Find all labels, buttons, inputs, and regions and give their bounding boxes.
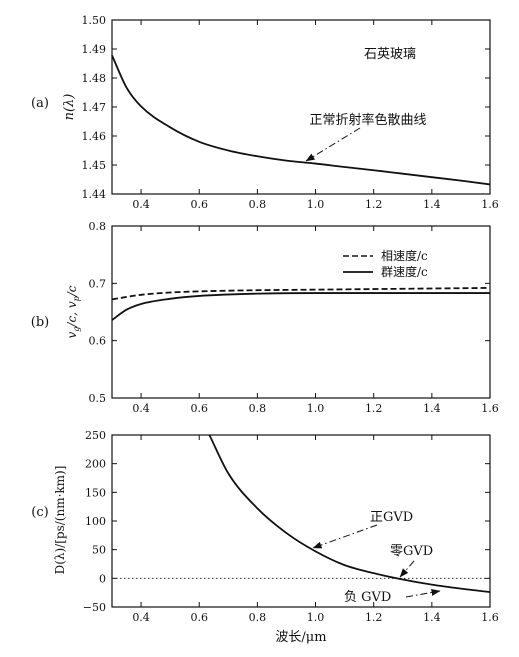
panel-a-x-tick-label: 0.8 [249,198,267,211]
panel-c-label: (c) [31,505,48,520]
panel-b-ylabel: vg/c, vp/c [65,285,81,338]
panel-c-x-tick-label: 0.6 [190,611,208,624]
panel-b-x-tick-label: 0.6 [190,402,208,415]
panel-b-series [111,287,491,321]
panel-b-legend: 相速度/c 群速度/c [343,248,428,279]
panel-b-x-tick-label: 1.6 [481,402,499,415]
panel-b-y-tick-labels: 0.5 0.6 0.7 0.8 [89,220,107,405]
panel-c-xlabel: 波长/μm [275,630,326,645]
panel-b-series-line-dashed [111,287,491,301]
annotation-negative-gvd-arrow [405,589,441,598]
panel-b-y-tick-label: 0.5 [89,392,107,405]
panel-a-y-tick-label: 1.48 [82,72,107,85]
panel-c-y-tick-labels: −50 0 50 100 150 200 250 [83,429,106,614]
panel-a-y-tick-label: 1.47 [82,101,107,114]
panel-c-x-tick-label: 1.0 [307,611,325,624]
panel-a-ticks [112,19,491,195]
panel-c-x-tick-label: 0.4 [132,611,150,624]
panel-b-x-tick-label: 0.4 [132,402,150,415]
panel-c-series-line [208,434,491,593]
panel-c-y-tick-label: 50 [92,544,106,557]
panel-a-x-tick-label: 0.6 [190,198,208,211]
panel-b-series-line [111,292,490,321]
panel-c-x-tick-label: 1.2 [365,611,383,624]
panel-a-y-tick-label: 1.50 [82,14,107,27]
panel-c-x-tick-label: 1.4 [423,611,441,624]
panel-a-series-line [111,55,491,186]
panel-a-annotation-arrow [305,127,361,162]
legend-group-velocity: 群速度/c [381,264,428,279]
panel-a-y-tick-label: 1.46 [82,130,107,143]
panel-b-x-tick-label: 1.0 [307,402,325,415]
panel-b-x-tick-label: 1.2 [365,402,383,415]
panel-a-x-tick-label: 1.2 [365,198,383,211]
panel-a-x-tick-label: 0.4 [132,198,150,211]
panel-b-x-tick-label: 0.8 [249,402,267,415]
panel-b-x-tick-label: 1.4 [423,402,441,415]
annotation-zero-gvd-arrow [399,560,415,578]
annotation-positive-gvd-arrow [312,524,378,549]
panel-a-x-tick-labels: 0.4 0.6 0.8 1.0 1.2 1.4 1.6 [132,198,498,211]
panel-b-y-tick-label: 0.8 [89,220,107,233]
panel-a-y-tick-labels: 1.44 1.45 1.46 1.47 1.48 1.49 1.50 [82,14,107,201]
panel-b-ticks [112,225,491,399]
panel-b-x-tick-labels: 0.4 0.6 0.8 1.0 1.2 1.4 1.6 [132,402,498,415]
panel-b-y-tick-label: 0.6 [89,335,107,348]
legend-phase-velocity: 相速度/c [381,248,428,263]
panel-c-x-tick-label: 1.6 [481,611,499,624]
panel-c-y-tick-label: 250 [85,429,106,442]
panel-a-series [111,55,491,186]
panel-c-x-tick-labels: 0.4 0.6 0.8 1.0 1.2 1.4 1.6 [132,611,498,624]
panel-c-y-tick-label: 100 [85,515,106,528]
panel-c: −50 0 50 100 150 200 250 0.4 0.6 0.8 1.0 1.2 1.4 1.6… [31,429,498,645]
panel-a-label: (a) [31,96,49,111]
panel-a-ylabel: n(λ) [62,94,77,121]
panel-a-x-tick-label: 1.4 [423,198,441,211]
panel-a-y-tick-label: 1.45 [82,159,107,172]
panel-c-ticks [112,434,491,608]
panel-a-y-tick-label: 1.49 [82,43,107,56]
annotation-positive-gvd: 正GVD [370,510,413,525]
panel-b: 0.5 0.6 0.7 0.8 0.4 0.6 0.8 1.0 1.2 1.4 1.6 (b) v… [31,220,499,415]
panel-a-annotation-label: 正常折射率色散曲线 [309,112,426,128]
panel-c-y-tick-label: 0 [99,572,106,585]
panel-c-frame [111,434,491,608]
annotation-negative-gvd: 负 GVD [344,590,391,605]
panel-a-frame [111,19,491,195]
panel-c-series [208,434,491,593]
panel-c-y-tick-label: 200 [85,458,106,471]
panel-c-y-tick-label: −50 [83,601,106,614]
panel-c-y-tick-label: 150 [85,486,106,499]
panel-a-title: 石英玻璃 [364,47,416,62]
panel-a: 1.44 1.45 1.46 1.47 1.48 1.49 1.50 0.4 0.6 0.8 1.… [31,14,499,211]
panel-c-ylabel: D(λ)/[ps/(nm·km)] [53,466,67,575]
annotation-zero-gvd: 零GVD [390,544,433,559]
panel-b-y-tick-label: 0.7 [89,277,107,290]
panel-a-x-tick-label: 1.0 [307,198,325,211]
panel-b-frame [111,225,491,399]
panel-c-x-tick-label: 0.8 [249,611,267,624]
panel-a-y-tick-label: 1.44 [82,188,107,201]
panel-a-x-tick-label: 1.6 [481,198,499,211]
panel-b-label: (b) [31,315,49,330]
